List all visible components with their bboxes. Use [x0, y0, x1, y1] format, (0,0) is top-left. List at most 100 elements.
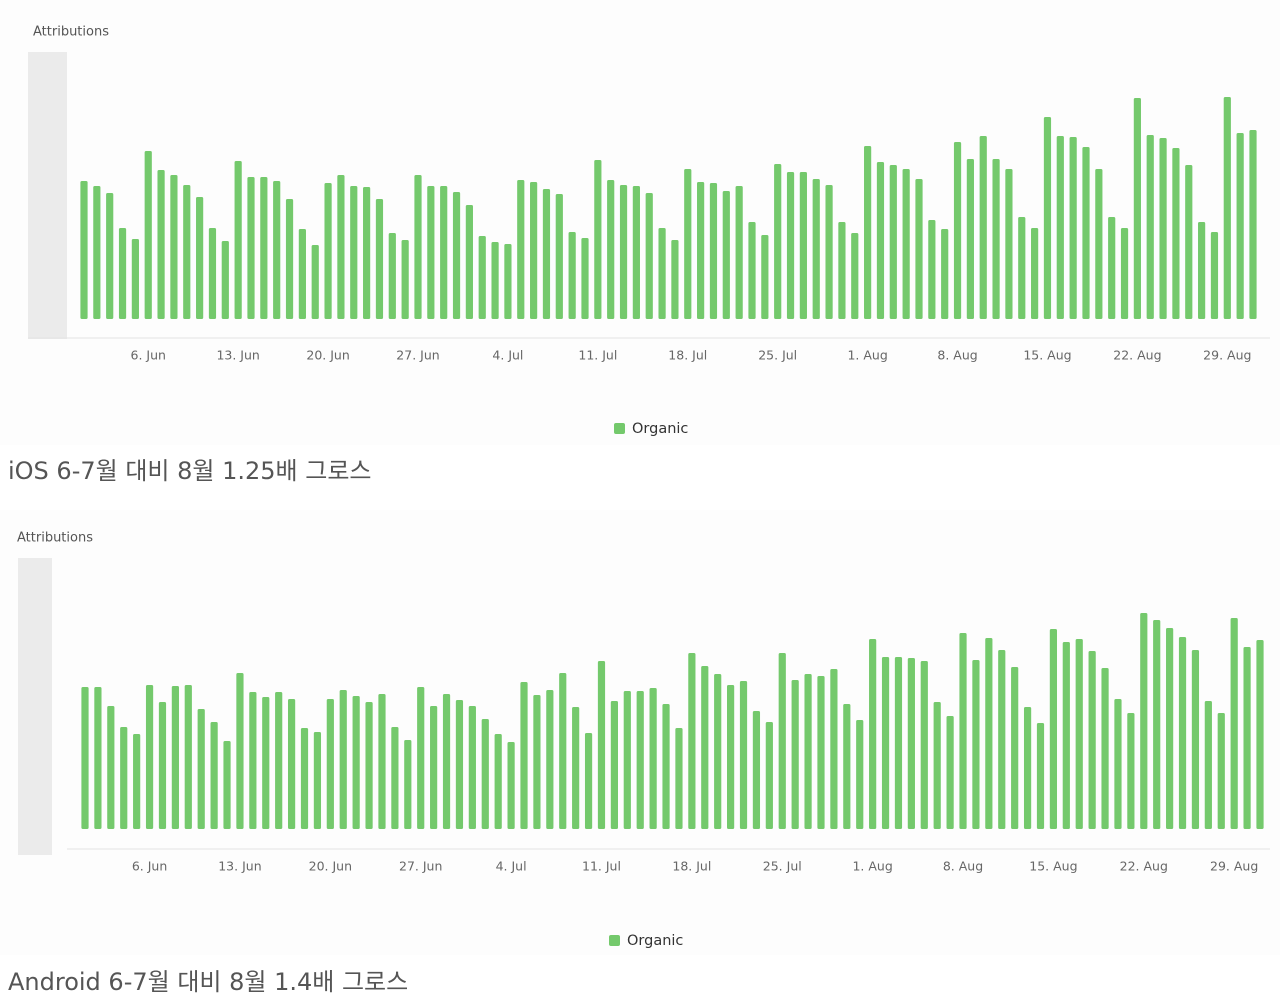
bar: [247, 177, 255, 319]
bar: [597, 661, 606, 829]
bar: [1153, 620, 1161, 829]
bar: [391, 727, 399, 829]
bar: [440, 186, 448, 319]
x-tick-label: 6. Jun: [131, 348, 166, 363]
bar: [876, 162, 885, 319]
bar: [662, 704, 670, 829]
bar: [520, 682, 528, 829]
bar: [1114, 699, 1122, 829]
bar: [223, 741, 231, 829]
bar: [894, 657, 903, 829]
x-tick-label: 4. Jul: [496, 859, 527, 874]
bar: [774, 164, 782, 319]
bar: [1088, 651, 1096, 829]
bar: [350, 186, 358, 319]
bar: [517, 180, 525, 319]
bar: [417, 687, 425, 829]
bar: [1062, 642, 1070, 829]
bar: [468, 706, 476, 829]
bar: [365, 702, 373, 829]
bar: [157, 170, 165, 319]
bar: [856, 720, 864, 829]
bar: [946, 716, 954, 829]
bar: [1049, 629, 1058, 829]
bar: [352, 696, 360, 829]
bar: [1217, 713, 1225, 829]
bar: [722, 191, 730, 319]
bar: [786, 172, 795, 319]
bar: [864, 146, 872, 319]
bar: [998, 650, 1006, 829]
bar: [208, 228, 217, 319]
bar: [701, 666, 709, 829]
bar: [184, 685, 192, 829]
bar: [249, 692, 257, 829]
x-tick-label: 18. Jul: [672, 859, 711, 874]
bar: [287, 699, 296, 829]
y-axis-label: Attributions: [33, 25, 109, 40]
x-tick-label: 29. Aug: [1203, 348, 1251, 363]
bar: [363, 187, 371, 319]
bar: [106, 193, 114, 319]
bar: [542, 189, 551, 319]
bar: [572, 707, 580, 829]
bar: [735, 186, 743, 319]
bar: [183, 185, 191, 319]
caption: iOS 6-7월 대비 8월 1.25배 그로스: [8, 457, 371, 485]
bar: [966, 159, 974, 319]
bar: [1120, 228, 1129, 319]
bar: [1172, 148, 1180, 319]
bar: [1178, 637, 1187, 829]
bar: [959, 633, 967, 829]
bar: [388, 233, 396, 319]
bar: [941, 229, 949, 319]
bar: [1243, 647, 1251, 829]
bar: [1146, 135, 1154, 319]
bar: [825, 185, 833, 319]
bar: [285, 199, 294, 319]
bar: [210, 722, 218, 829]
bar: [491, 242, 499, 319]
bar: [1056, 136, 1064, 319]
bar: [1198, 222, 1206, 319]
bar: [843, 704, 851, 829]
legend-swatch: [609, 935, 620, 946]
bar: [869, 639, 877, 829]
bar: [1127, 713, 1135, 829]
x-tick-label: 6. Jun: [132, 859, 167, 874]
bar: [427, 186, 435, 319]
bar: [144, 151, 152, 319]
bar: [145, 685, 154, 829]
x-tick-label: 15. Aug: [1029, 859, 1077, 874]
bar: [658, 228, 666, 319]
bar: [197, 709, 205, 829]
bar: [1043, 117, 1052, 319]
bar: [915, 179, 923, 319]
bar: [607, 180, 615, 319]
x-tick-label: 15. Aug: [1023, 348, 1071, 363]
x-tick-label: 22. Aug: [1113, 348, 1161, 363]
bar: [533, 695, 541, 829]
bar: [275, 692, 283, 829]
bar: [761, 235, 769, 319]
caption: Android 6-7월 대비 8월 1.4배 그로스: [8, 968, 408, 996]
bar: [812, 179, 820, 319]
bar: [171, 686, 179, 829]
bar: [985, 638, 993, 829]
bar: [170, 175, 178, 319]
bar: [727, 685, 735, 829]
bar: [478, 236, 486, 319]
bar: [688, 653, 696, 829]
bar: [80, 181, 88, 319]
bar: [838, 222, 846, 319]
bar: [404, 740, 412, 829]
bar: [375, 199, 384, 319]
legend-label: Organic: [627, 933, 683, 949]
bar: [1204, 701, 1212, 829]
bar: [953, 142, 962, 319]
bar: [236, 673, 244, 829]
bar: [1101, 668, 1109, 829]
bar: [714, 674, 722, 829]
bar: [494, 734, 502, 829]
bar: [120, 727, 128, 829]
